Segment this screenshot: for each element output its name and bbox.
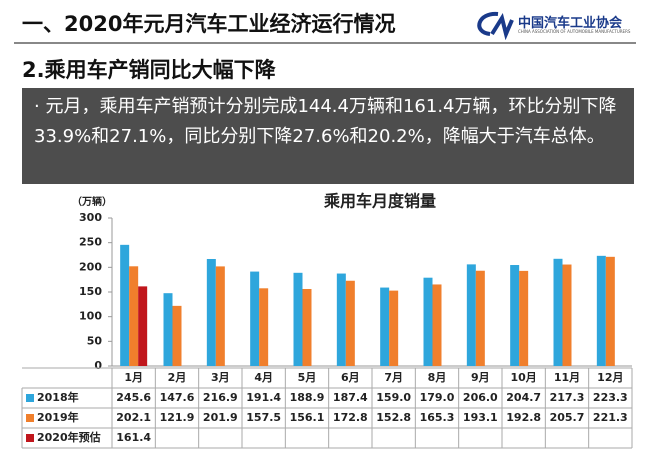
x-tick-label: 8月 (428, 371, 447, 384)
table-value: 172.8 (333, 411, 368, 424)
table-value: 188.9 (290, 391, 325, 404)
bar (138, 286, 148, 366)
bar (250, 271, 260, 366)
slide-title: 一、2020年元月汽车工业经济运行情况 (22, 12, 396, 36)
table-value: 245.6 (116, 391, 151, 404)
x-tick-label: 2月 (168, 371, 187, 384)
table-value: 152.8 (376, 411, 411, 424)
table-value: 193.1 (463, 411, 498, 424)
subtitle: 2.乘用车产销同比大幅下降 (22, 58, 276, 82)
bar (259, 288, 269, 366)
table-value: 179.0 (420, 391, 455, 404)
x-tick-label: 4月 (254, 371, 273, 384)
bullet-text: 元月，乘用车产销预计分别完成144.4万辆和161.4万辆，环比分别下降33.9… (34, 96, 617, 147)
table-value: 192.8 (506, 411, 541, 424)
bar (336, 273, 346, 366)
table-value: 216.9 (203, 391, 238, 404)
table-value: 161.4 (116, 431, 151, 444)
bar (172, 305, 182, 366)
x-tick-label: 9月 (471, 371, 490, 384)
x-tick-label: 5月 (298, 371, 317, 384)
legend-label: 2019年 (37, 410, 79, 424)
y-tick-label: 0 (94, 359, 102, 372)
logo-text-en: CHINA ASSOCIATION OF AUTOMOBILE MANUFACT… (518, 29, 631, 34)
x-tick-label: 1月 (124, 371, 143, 384)
y-tick-label: 50 (87, 334, 103, 347)
bar (519, 270, 529, 366)
legend-label: 2018年 (37, 390, 79, 404)
logo-mark (477, 11, 514, 40)
table-value: 165.3 (420, 411, 455, 424)
table-value: 223.3 (593, 391, 628, 404)
x-tick-label: 12月 (597, 371, 623, 384)
table-value: 187.4 (333, 391, 368, 404)
table-value: 204.7 (506, 391, 541, 404)
table-value: 217.3 (550, 391, 585, 404)
bar (293, 272, 303, 366)
logo: 中国汽车工业协会 CHINA ASSOCIATION OF AUTOMOBILE… (468, 10, 643, 40)
x-tick-label: 3月 (211, 371, 230, 384)
bar (605, 256, 615, 366)
table-value: 157.5 (246, 411, 281, 424)
y-tick-label: 300 (79, 211, 102, 224)
x-tick-label: 6月 (341, 371, 360, 384)
bar (553, 258, 563, 366)
bar (120, 244, 130, 366)
bar (206, 258, 216, 366)
y-axis-label: （万辆） (72, 195, 112, 208)
table-value: 201.9 (203, 411, 238, 424)
y-tick-label: 200 (79, 260, 102, 273)
bar (302, 288, 312, 366)
table-value: 147.6 (160, 391, 195, 404)
y-tick-label: 150 (79, 285, 102, 298)
bar (510, 265, 520, 366)
bar (432, 284, 442, 366)
table-value: 221.3 (593, 411, 628, 424)
legend-swatch (26, 434, 34, 442)
bullet-box: · 元月，乘用车产销预计分别完成144.4万辆和161.4万辆，环比分别下降33… (22, 88, 634, 184)
chart-title: 乘用车月度销量 (323, 192, 436, 211)
bar (380, 287, 390, 366)
logo-text: 中国汽车工业协会 (518, 16, 623, 31)
bar (475, 270, 485, 366)
bar (389, 290, 399, 366)
x-tick-label: 11月 (554, 371, 580, 384)
legend-label: 2020年预估 (37, 430, 101, 444)
divider (14, 42, 636, 44)
bar (466, 264, 476, 366)
legend-swatch (26, 394, 34, 402)
table-value: 191.4 (246, 391, 281, 404)
bar (215, 266, 225, 366)
bar (562, 264, 572, 366)
bar (596, 255, 606, 366)
x-tick-label: 10月 (511, 371, 537, 384)
bar (423, 277, 433, 366)
table-value: 206.0 (463, 391, 498, 404)
table-value: 156.1 (290, 411, 325, 424)
table-value: 159.0 (376, 391, 411, 404)
x-tick-label: 7月 (384, 371, 403, 384)
bar (163, 293, 173, 366)
table-value: 205.7 (550, 411, 585, 424)
y-tick-label: 100 (79, 310, 102, 323)
table-value: 121.9 (160, 411, 195, 424)
bar (345, 280, 355, 366)
table-value: 202.1 (116, 411, 151, 424)
y-tick-label: 250 (79, 236, 102, 249)
legend-swatch (26, 414, 34, 422)
bar (129, 266, 139, 366)
